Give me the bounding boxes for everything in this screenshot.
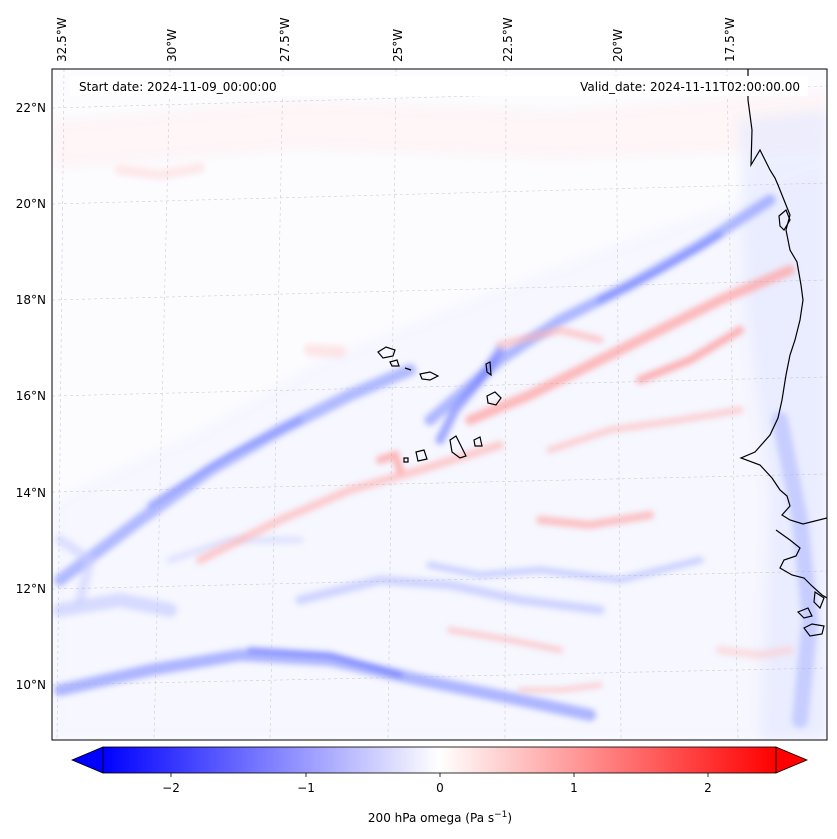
island-santa-luzia	[404, 367, 412, 371]
lat-tick-2: 18°N	[16, 293, 46, 307]
lon-tick-2: 27.5°W	[278, 17, 292, 62]
colorbar-label: 200 hPa omega (Pa s−1)	[368, 810, 512, 825]
cape-verde-islands	[377, 346, 502, 463]
lon-tick-5: 20°W	[611, 29, 625, 62]
lat-tick-1: 20°N	[16, 197, 46, 211]
island-boa-vista	[486, 391, 502, 406]
gridlines	[52, 69, 827, 740]
lon-tick-4: 22.5°W	[501, 17, 515, 62]
omega-field	[52, 90, 827, 740]
lon-tick-0: 32.5°W	[55, 17, 69, 62]
date-info-box	[70, 76, 808, 96]
valid-date-label: Valid_date: 2024-11-11T02:00:00.00	[580, 80, 800, 94]
lat-tick-5: 12°N	[16, 582, 46, 596]
island-sao-nicolau	[419, 371, 440, 381]
colorbar-label-close: )	[507, 811, 512, 825]
lon-tick-6: 17.5°W	[723, 17, 737, 62]
island-fogo	[415, 449, 428, 462]
map-panel: Start date: 2024-11-09_00:00:00 Valid_da…	[51, 68, 828, 741]
cb-tick-3: 1	[570, 781, 578, 795]
coastline	[739, 69, 827, 637]
lat-tick-3: 16°N	[16, 389, 46, 403]
latitude-ticks: 22°N 20°N 18°N 16°N 14°N 12°N 10°N	[16, 101, 46, 692]
island-santo-antao	[377, 346, 396, 359]
colorbar-right-extend	[775, 746, 809, 774]
cb-tick-0: −2	[162, 781, 180, 795]
colorbar: −2 −1 0 1 2 200 hPa omega (Pa s−1)	[70, 746, 809, 825]
lon-tick-1: 30°W	[165, 29, 179, 62]
lat-tick-6: 10°N	[16, 678, 46, 692]
colorbar-label-exponent: −1	[494, 810, 507, 820]
longitude-ticks: 32.5°W 30°W 27.5°W 25°W 22.5°W 20°W 17.5…	[55, 17, 737, 62]
cb-tick-1: −1	[297, 781, 315, 795]
island-maio	[473, 436, 483, 447]
colorbar-gradient	[102, 746, 777, 774]
island-sal	[485, 361, 492, 377]
cb-tick-2: 0	[436, 781, 444, 795]
colorbar-tick-marks	[170, 773, 709, 777]
colorbar-label-main: 200 hPa omega (Pa s	[368, 811, 494, 825]
start-date-label: Start date: 2024-11-09_00:00:00	[79, 80, 277, 94]
lat-tick-0: 22°N	[16, 101, 46, 115]
map-frame	[51, 68, 828, 741]
cb-tick-4: 2	[704, 781, 712, 795]
lon-tick-3: 25°W	[391, 29, 405, 62]
colorbar-left-extend	[70, 746, 104, 774]
lat-tick-4: 14°N	[16, 486, 46, 500]
island-santiago	[449, 435, 467, 459]
island-brava	[403, 457, 409, 463]
colorbar-tick-labels: −2 −1 0 1 2	[162, 781, 712, 795]
island-sao-vicente	[389, 359, 400, 367]
